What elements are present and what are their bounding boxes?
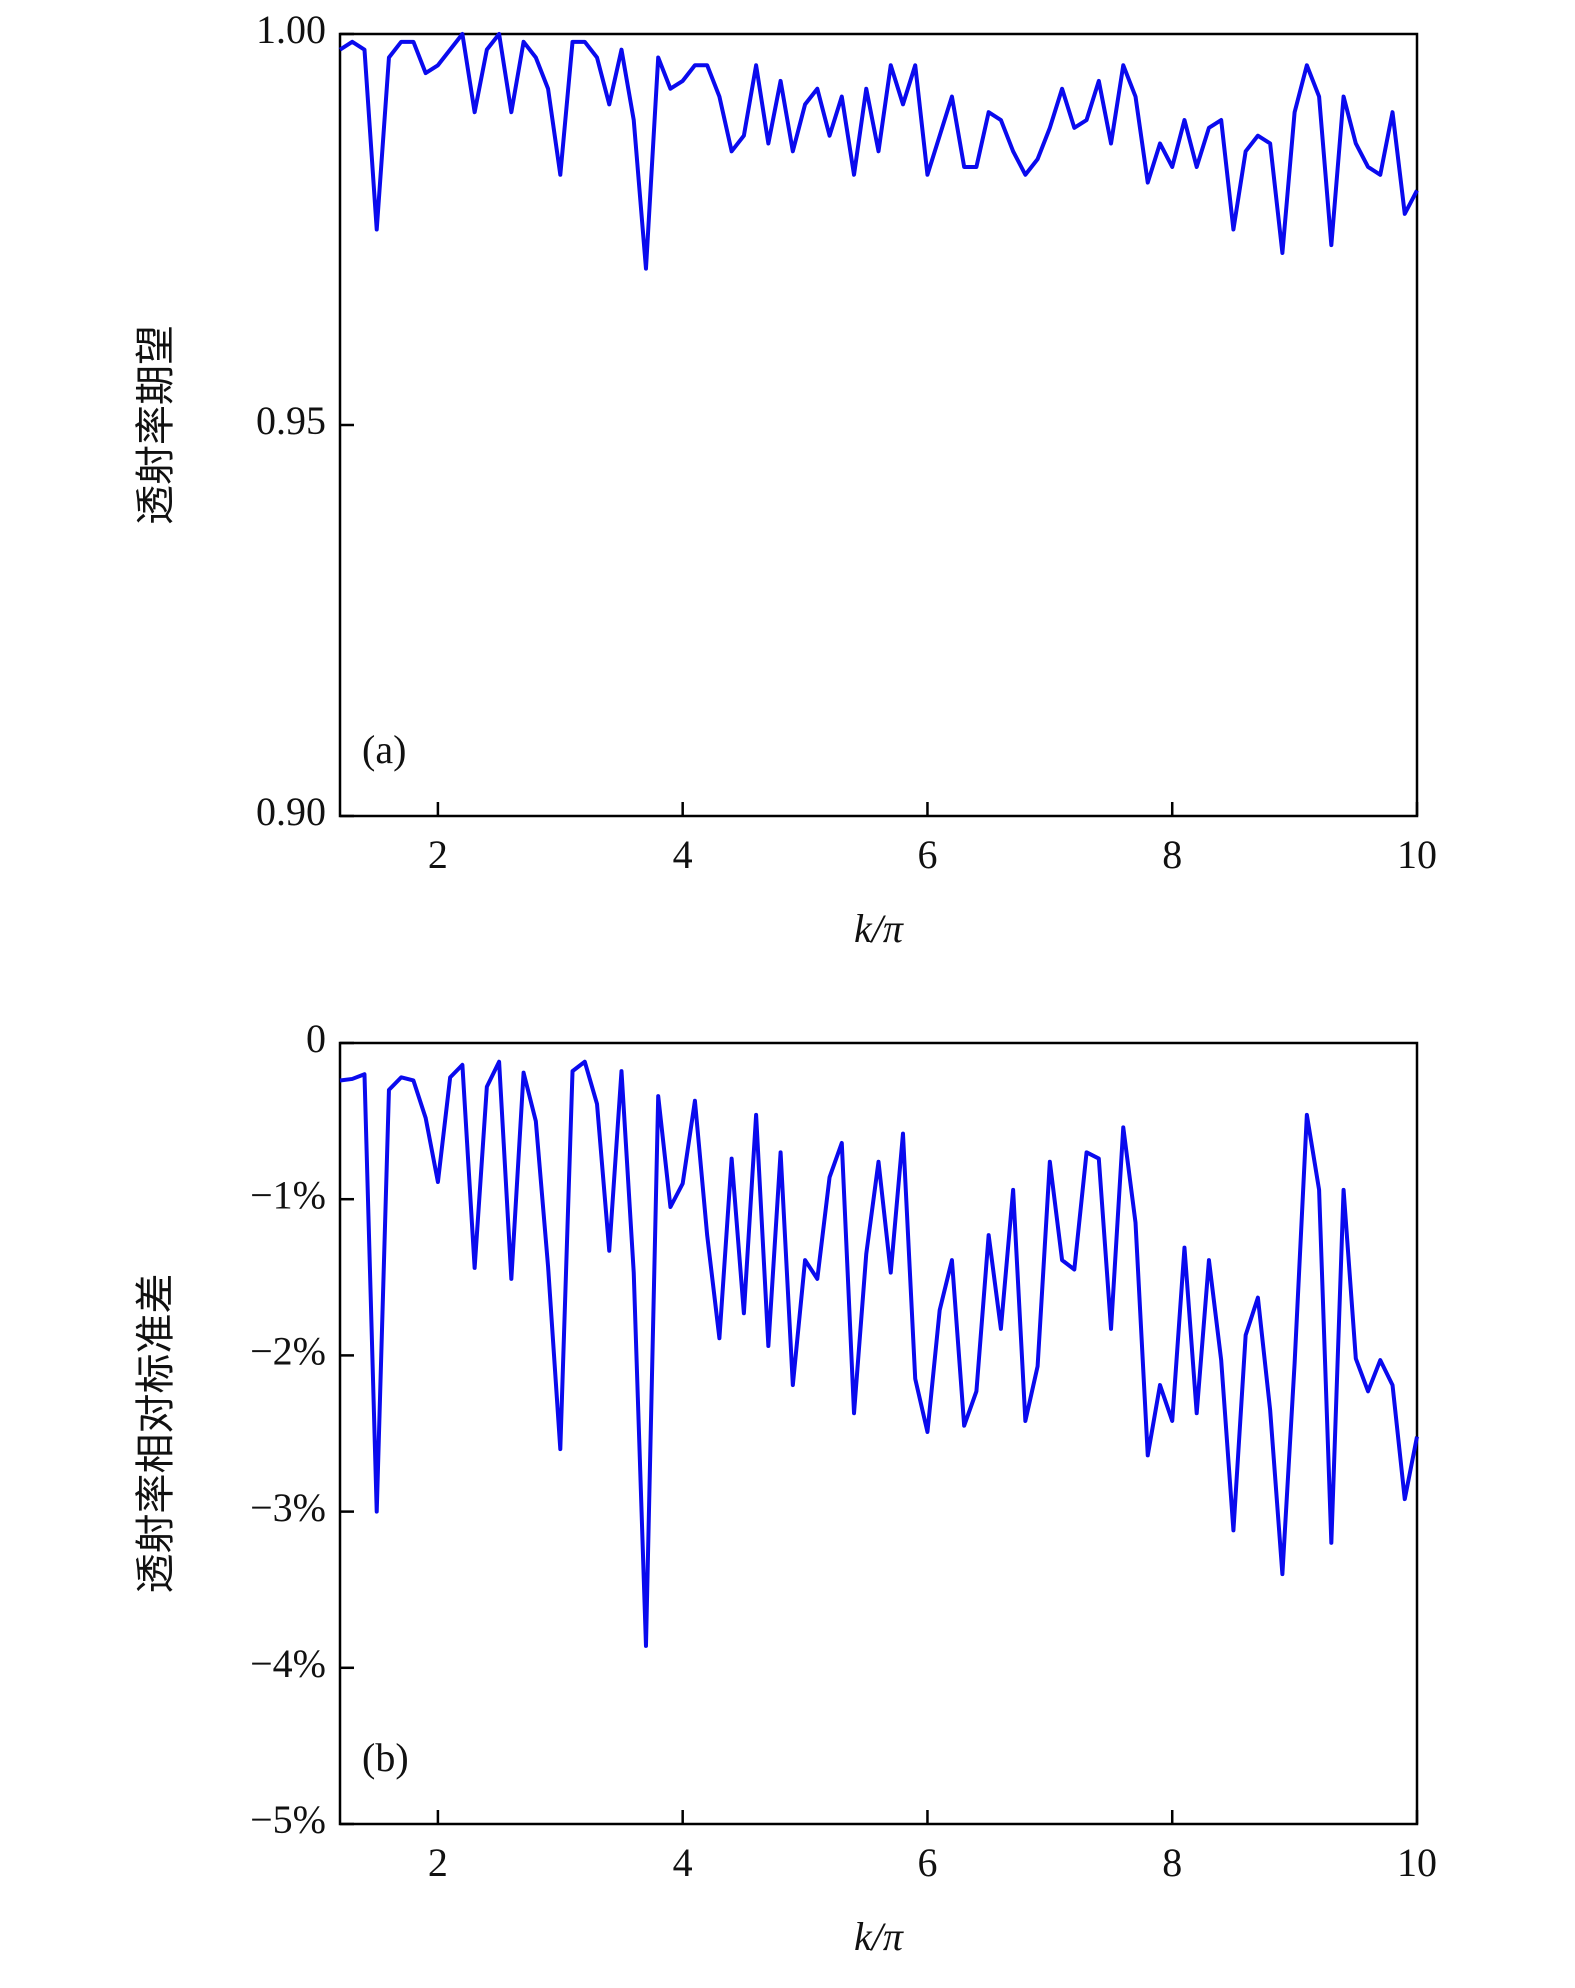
x-axis-label: k/π (854, 906, 904, 951)
y-tick-label: 0.95 (256, 398, 326, 443)
y-tick-label: −2% (250, 1329, 326, 1374)
y-tick-label: 1.00 (256, 7, 326, 52)
x-tick-label: 6 (917, 1840, 937, 1885)
y-tick-label: −1% (250, 1172, 326, 1217)
x-tick-label: 2 (428, 1840, 448, 1885)
y-tick-label: 0.90 (256, 789, 326, 834)
y-axis-label: 透射率期望 (133, 325, 178, 525)
panel-label: (a) (362, 727, 406, 772)
x-tick-label: 2 (428, 832, 448, 877)
x-tick-label: 6 (917, 832, 937, 877)
x-tick-label: 8 (1162, 1840, 1182, 1885)
data-line (338, 32, 1419, 271)
y-tick-label: −5% (250, 1797, 326, 1842)
y-tick-label: −4% (250, 1641, 326, 1686)
plot-frame (338, 1041, 1419, 1826)
x-tick-label: 4 (673, 832, 693, 877)
y-tick-label: 0 (306, 1016, 326, 1061)
data-line (339, 1059, 1419, 1648)
y-tick-label: −3% (250, 1485, 326, 1530)
panel-label: (b) (362, 1735, 409, 1780)
x-axis-label: k/π (854, 1914, 904, 1959)
y-axis-label: 透射率相对标准差 (133, 1274, 178, 1594)
x-tick-label: 10 (1397, 832, 1437, 877)
x-tick-label: 4 (673, 1840, 693, 1885)
x-tick-label: 10 (1397, 1840, 1437, 1885)
x-tick-label: 8 (1162, 832, 1182, 877)
